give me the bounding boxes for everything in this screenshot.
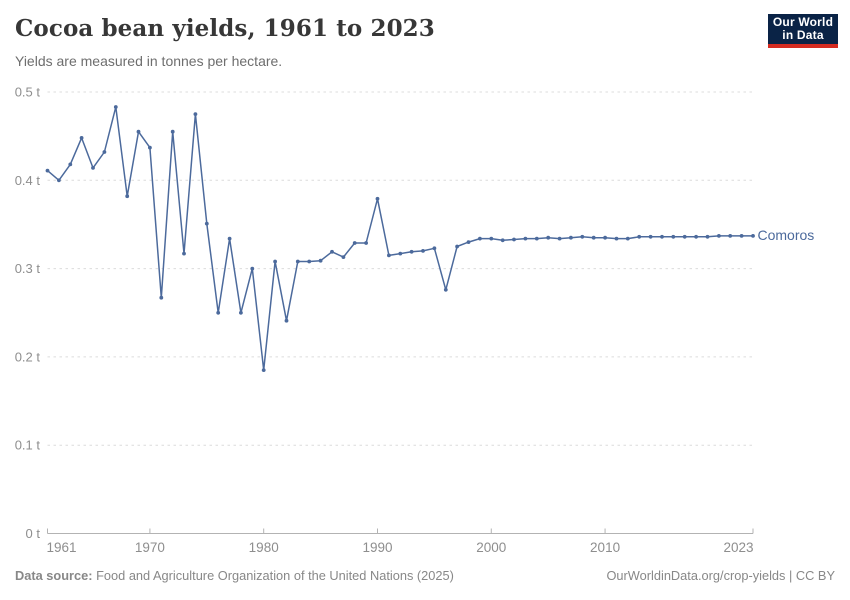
data-point-marker[interactable] bbox=[204, 221, 209, 226]
data-point-marker[interactable] bbox=[546, 235, 551, 240]
data-point-marker[interactable] bbox=[421, 249, 425, 253]
data-point-marker[interactable] bbox=[705, 234, 710, 239]
data-point-marker[interactable] bbox=[409, 249, 414, 254]
data-point-marker[interactable] bbox=[637, 234, 642, 239]
data-point-marker[interactable] bbox=[580, 234, 585, 239]
data-point-marker[interactable] bbox=[534, 236, 539, 241]
data-point-marker[interactable] bbox=[250, 266, 255, 271]
data-point-marker[interactable] bbox=[387, 253, 391, 258]
data-point-marker[interactable] bbox=[216, 310, 221, 315]
data-point-marker[interactable] bbox=[318, 258, 323, 263]
data-point-marker[interactable] bbox=[193, 112, 198, 116]
data-point-marker[interactable] bbox=[113, 105, 118, 109]
y-axis-labels: 0 t 0.1 t 0.2 t 0.3 t 0.4 t 0.5 t bbox=[15, 85, 41, 542]
data-point-marker[interactable] bbox=[341, 255, 346, 259]
data-point-marker[interactable] bbox=[648, 234, 653, 239]
x-tick-label: 1990 bbox=[362, 540, 392, 555]
y-tick-label: 0.5 t bbox=[15, 85, 41, 100]
data-point-marker[interactable] bbox=[273, 259, 277, 264]
series-label-comoros[interactable]: Comoros bbox=[757, 226, 815, 243]
data-point-marker[interactable] bbox=[500, 238, 505, 243]
y-tick-label: 0.1 t bbox=[15, 438, 41, 453]
data-point-marker[interactable] bbox=[125, 194, 130, 199]
data-point-marker[interactable] bbox=[79, 136, 84, 140]
y-gridlines bbox=[47, 91, 753, 534]
data-point-marker[interactable] bbox=[227, 236, 232, 241]
data-point-marker[interactable] bbox=[364, 241, 368, 245]
x-tick-label: 2010 bbox=[590, 540, 620, 555]
data-point-marker[interactable] bbox=[148, 145, 152, 150]
credit-link[interactable]: OurWorldinData.org/crop-yields | CC BY bbox=[606, 568, 835, 583]
data-point-marker[interactable] bbox=[455, 244, 459, 249]
x-tick-label: 1961 bbox=[47, 540, 77, 555]
data-point-marker[interactable] bbox=[239, 310, 243, 315]
data-source-text: Food and Agriculture Organization of the… bbox=[96, 568, 454, 583]
data-point-marker[interactable] bbox=[614, 236, 619, 241]
x-tick-label: 1970 bbox=[135, 540, 165, 555]
series-markers[interactable] bbox=[45, 105, 755, 372]
data-point-marker[interactable] bbox=[489, 236, 494, 241]
data-point-marker[interactable] bbox=[307, 259, 312, 264]
y-tick-label: 0.2 t bbox=[15, 349, 41, 364]
data-point-marker[interactable] bbox=[295, 259, 300, 264]
data-point-marker[interactable] bbox=[557, 236, 562, 241]
data-point-marker[interactable] bbox=[432, 246, 437, 251]
data-point-marker[interactable] bbox=[284, 318, 289, 323]
data-point-marker[interactable] bbox=[682, 234, 687, 239]
data-point-marker[interactable] bbox=[478, 236, 482, 241]
data-point-marker[interactable] bbox=[136, 129, 141, 134]
data-point-marker[interactable] bbox=[717, 234, 721, 238]
data-point-marker[interactable] bbox=[512, 237, 516, 242]
data-source-note: Data source: Food and Agriculture Organi… bbox=[15, 568, 454, 583]
data-point-marker[interactable] bbox=[591, 235, 596, 240]
data-point-marker[interactable] bbox=[625, 236, 630, 241]
data-point-marker[interactable] bbox=[739, 234, 744, 238]
y-tick-label: 0.3 t bbox=[15, 261, 41, 276]
data-point-marker[interactable] bbox=[91, 166, 95, 170]
data-point-marker[interactable] bbox=[398, 251, 403, 256]
data-point-marker[interactable] bbox=[751, 234, 755, 238]
data-point-marker[interactable] bbox=[671, 234, 676, 239]
data-point-marker[interactable] bbox=[466, 240, 471, 245]
data-point-marker[interactable] bbox=[159, 295, 164, 300]
data-point-marker[interactable] bbox=[375, 196, 380, 201]
x-tick-label: 1980 bbox=[249, 540, 279, 555]
data-point-marker[interactable] bbox=[68, 162, 73, 167]
data-point-marker[interactable] bbox=[330, 249, 334, 254]
data-point-marker[interactable] bbox=[102, 150, 107, 154]
owid-logo-line1: Our World bbox=[772, 15, 834, 29]
data-point-marker[interactable] bbox=[660, 234, 664, 239]
data-point-marker[interactable] bbox=[523, 236, 528, 241]
owid-logo[interactable]: Our World in Data bbox=[768, 14, 838, 48]
data-point-marker[interactable] bbox=[694, 234, 698, 239]
data-point-marker[interactable] bbox=[45, 168, 50, 173]
data-point-marker[interactable] bbox=[261, 368, 266, 372]
series-line-comoros[interactable] bbox=[46, 106, 754, 371]
chart-footer: Data source: Food and Agriculture Organi… bbox=[15, 568, 835, 583]
data-point-marker[interactable] bbox=[569, 235, 573, 240]
y-tick-label: 0.4 t bbox=[15, 173, 41, 188]
page-title: Cocoa bean yields, 1961 to 2023 bbox=[15, 15, 435, 42]
y-tick-label: 0 t bbox=[26, 526, 41, 541]
data-point-marker[interactable] bbox=[352, 241, 357, 245]
data-point-marker[interactable] bbox=[603, 235, 607, 240]
data-point-marker[interactable] bbox=[57, 178, 61, 183]
x-axis-labels: 1961 1970 1980 1990 2000 2010 2023 bbox=[47, 540, 754, 555]
owid-logo-line2: in Data bbox=[782, 28, 824, 42]
chart-subtitle: Yields are measured in tonnes per hectar… bbox=[15, 53, 283, 69]
data-point-marker[interactable] bbox=[182, 251, 186, 256]
data-source-label: Data source: bbox=[15, 568, 93, 583]
x-tick-label: 2023 bbox=[723, 540, 753, 555]
data-point-marker[interactable] bbox=[443, 287, 448, 292]
x-tick-label: 2000 bbox=[476, 540, 506, 555]
data-point-marker[interactable] bbox=[170, 129, 175, 134]
x-axis-ticks bbox=[47, 528, 754, 534]
data-point-marker[interactable] bbox=[728, 234, 733, 238]
